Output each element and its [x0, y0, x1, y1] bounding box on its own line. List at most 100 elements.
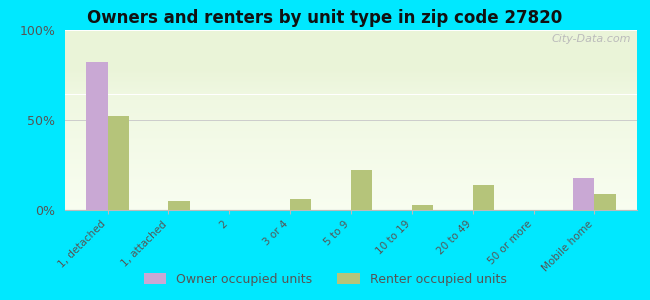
Bar: [65, 100, 637, 108]
Bar: [65, 112, 637, 140]
Bar: [65, 31, 637, 70]
Bar: [65, 113, 637, 142]
Bar: [65, 48, 637, 76]
Bar: [65, 48, 637, 76]
Bar: [65, 62, 637, 82]
Bar: [65, 92, 637, 94]
Bar: [65, 64, 637, 83]
Bar: [65, 111, 637, 136]
Bar: [65, 74, 637, 86]
Bar: [65, 129, 637, 182]
Bar: [65, 59, 637, 81]
Bar: [65, 134, 637, 194]
Bar: [65, 118, 637, 154]
Bar: [65, 127, 637, 176]
Bar: [65, 98, 637, 103]
Bar: [65, 133, 637, 192]
Bar: [65, 104, 637, 119]
Bar: [65, 40, 637, 73]
Bar: [65, 91, 637, 93]
Bar: [65, 50, 637, 77]
Bar: [65, 98, 637, 102]
Bar: [65, 34, 637, 71]
Bar: [65, 36, 637, 72]
Bar: [65, 83, 637, 90]
Bar: [65, 111, 637, 136]
Bar: [65, 108, 637, 128]
Bar: [86, 62, 108, 210]
Bar: [65, 118, 637, 155]
Bar: [65, 81, 637, 89]
Bar: [65, 91, 637, 93]
Bar: [65, 115, 637, 147]
Bar: [412, 205, 433, 210]
Bar: [65, 110, 637, 134]
Bar: [65, 105, 637, 122]
Bar: [65, 104, 637, 120]
Bar: [65, 54, 637, 79]
Bar: [65, 113, 637, 141]
Bar: [65, 115, 637, 146]
Bar: [65, 130, 637, 186]
Bar: [65, 121, 637, 163]
Bar: [65, 137, 637, 204]
Bar: [351, 170, 372, 210]
Bar: [65, 135, 637, 199]
Bar: [65, 41, 637, 74]
Bar: [65, 117, 637, 151]
Bar: [65, 38, 637, 72]
Bar: [65, 122, 637, 164]
Bar: [65, 122, 637, 166]
Bar: [65, 107, 637, 126]
Bar: [65, 33, 637, 70]
Bar: [65, 100, 637, 109]
Bar: [65, 32, 637, 70]
Bar: [65, 112, 637, 138]
Bar: [65, 128, 637, 179]
Bar: [65, 100, 637, 109]
Bar: [65, 68, 637, 84]
Bar: [65, 103, 637, 115]
Bar: [65, 135, 637, 197]
Bar: [65, 71, 637, 85]
Bar: [65, 83, 637, 90]
Bar: [65, 125, 637, 173]
Bar: [65, 136, 637, 202]
Bar: [65, 106, 637, 123]
Bar: [65, 61, 637, 82]
Bar: [65, 96, 637, 98]
Bar: [65, 57, 637, 80]
Bar: [65, 77, 637, 88]
Bar: [65, 81, 637, 89]
Bar: [65, 96, 637, 98]
Bar: [65, 70, 637, 85]
Bar: [65, 134, 637, 195]
Bar: [65, 124, 637, 169]
Bar: [65, 134, 637, 194]
Bar: [65, 116, 637, 149]
Bar: [65, 44, 637, 75]
Bar: [65, 128, 637, 180]
Bar: [65, 138, 637, 205]
Bar: [65, 114, 637, 143]
Bar: [65, 52, 637, 78]
Bar: [65, 117, 637, 153]
Bar: [65, 139, 637, 208]
Bar: [65, 132, 637, 190]
Bar: [65, 53, 637, 78]
Bar: [65, 140, 637, 210]
Bar: [65, 39, 637, 73]
Bar: [65, 32, 637, 70]
Bar: [65, 88, 637, 92]
Bar: [65, 97, 637, 100]
Bar: [65, 122, 637, 165]
Bar: [65, 132, 637, 191]
Bar: [65, 138, 637, 206]
Bar: [65, 105, 637, 122]
Bar: [65, 109, 637, 131]
Bar: [65, 107, 637, 126]
Bar: [65, 116, 637, 149]
Bar: [65, 126, 637, 176]
Bar: [65, 35, 637, 71]
Bar: [65, 69, 637, 85]
